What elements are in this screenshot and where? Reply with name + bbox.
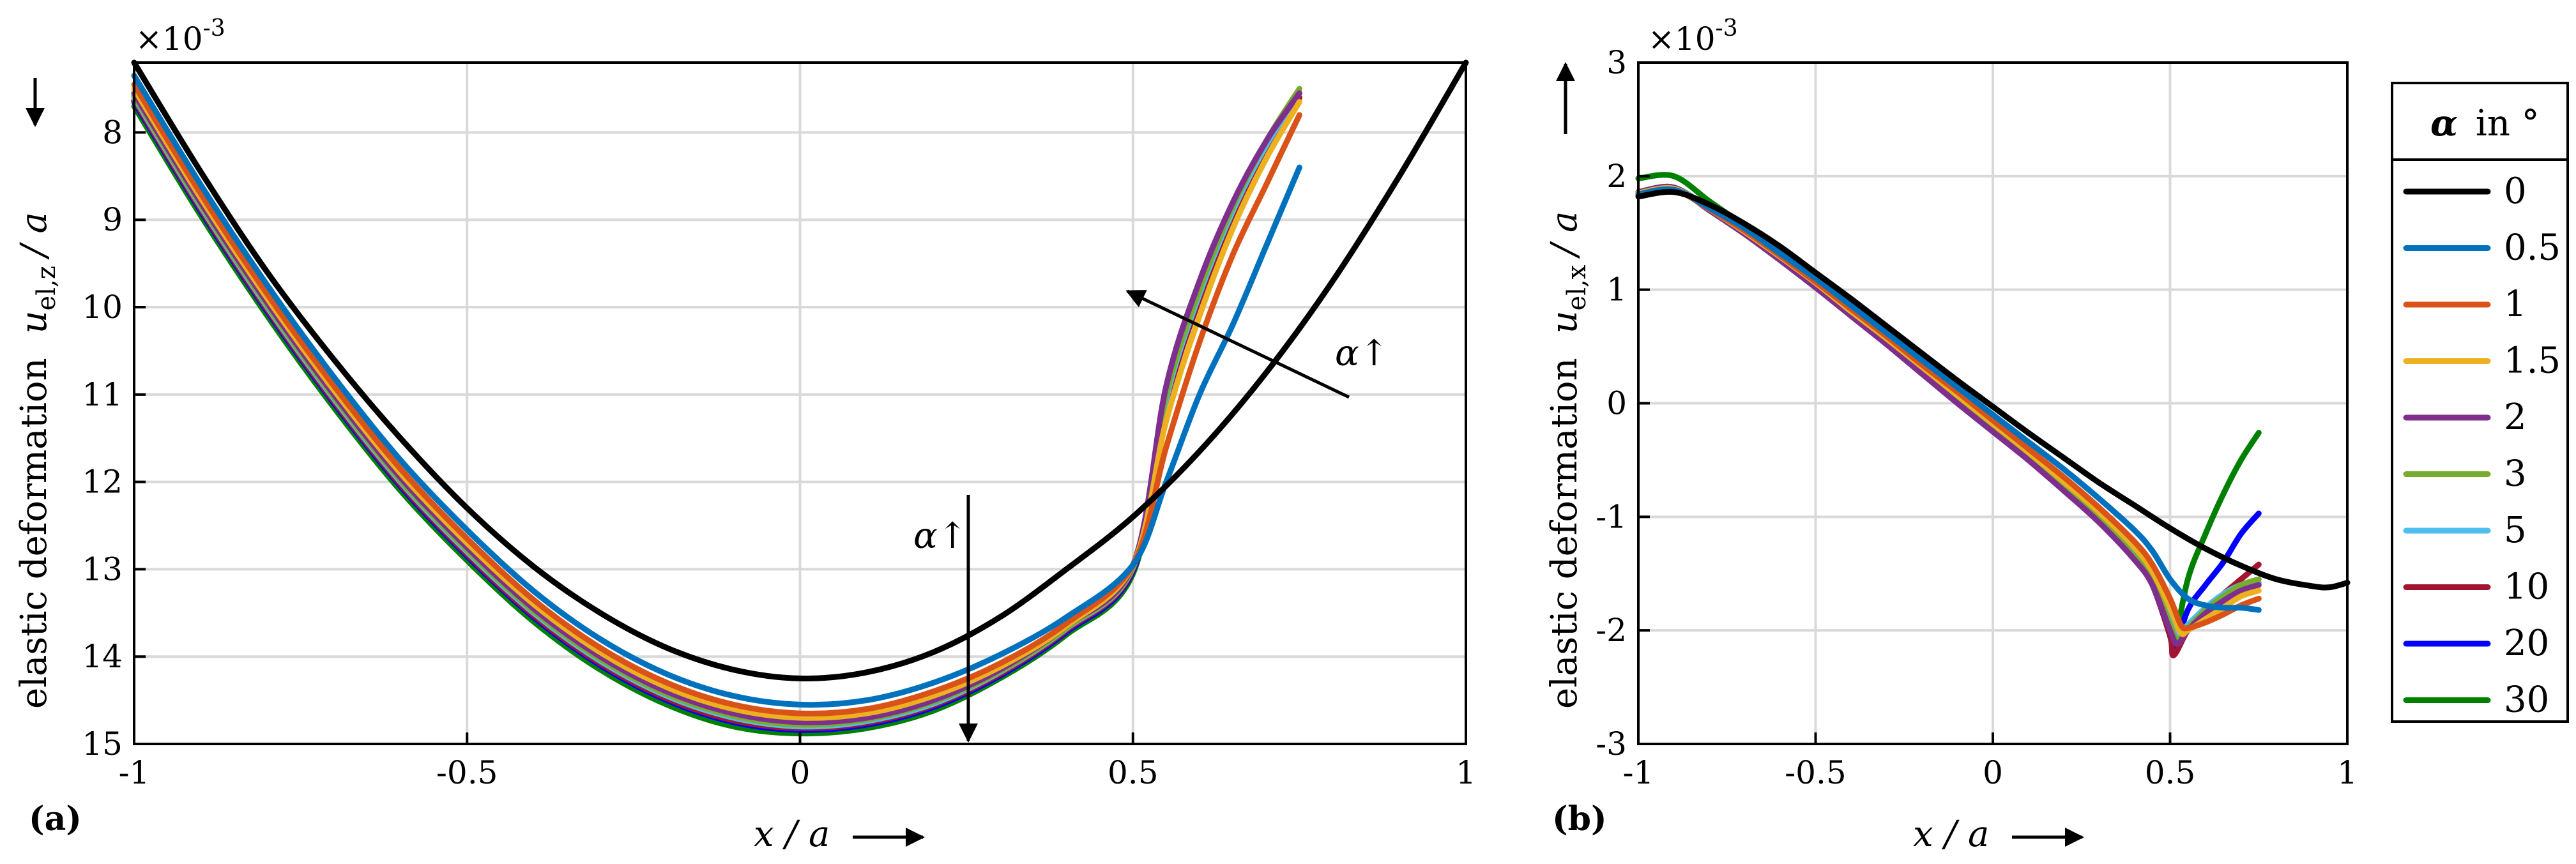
svg-text:elastic deformation ue: elastic deformation uel,x / a	[1544, 211, 1592, 709]
series-line-a-3	[131, 86, 1302, 728]
legend-title-suffix: in °	[2476, 103, 2540, 144]
annotation-arrow-1-a	[1125, 289, 1350, 399]
ticks-b: -1 -0.5 0 0.5 1 -3 -2 -1 0 1 2 3	[1596, 44, 2358, 791]
y-tick-label: 14	[82, 638, 123, 675]
x-tick-label: -1	[119, 754, 150, 791]
y-tick-label: 1	[1606, 271, 1627, 308]
series-line-a-30	[131, 90, 1302, 737]
legend-title-symbol: α	[2430, 102, 2458, 144]
annotation-label-1-a: α↑	[1335, 333, 1389, 374]
y-axis-subscript-b: el,x	[1562, 264, 1592, 310]
x-tick-label: 0	[1983, 754, 2003, 791]
legend-label-1: 1	[2504, 284, 2527, 325]
y-axis-label-text-b: elastic deformation	[1544, 358, 1585, 709]
legend-label-5: 5	[2504, 510, 2527, 551]
legend-label-3: 3	[2504, 453, 2527, 495]
x-tick-label: -0.5	[1785, 754, 1846, 791]
y-axis-label-text-a: elastic deformation	[13, 358, 55, 709]
y-axis-symbol-a: u	[13, 310, 55, 333]
series-line-a-20	[131, 95, 1302, 733]
series-line-a-2	[131, 90, 1302, 725]
x-axis-label-a: x / a	[754, 814, 830, 855]
y-axis-label-a: elastic deformation uel,z / a	[13, 212, 61, 709]
y-tick-label: -3	[1596, 725, 1627, 762]
series-line-b-0	[1635, 188, 2351, 591]
x-tick-label: -0.5	[436, 754, 498, 791]
series-line-b-1	[1635, 186, 2262, 632]
y-tick-label: 13	[82, 550, 123, 587]
series-line-a-1.5	[131, 86, 1302, 721]
y-axis-label-b: elastic deformation uel,x / a	[1544, 211, 1592, 709]
y-tick-label: -2	[1596, 612, 1627, 649]
series-group-a	[131, 59, 1469, 737]
series-line-a-0	[131, 59, 1469, 681]
series-line-a-1	[131, 81, 1302, 716]
series-line-b-0.5	[1635, 186, 2262, 613]
series-line-a-0.5	[131, 73, 1302, 708]
y-tick-label: 9	[102, 201, 123, 238]
x-tick-label: 0.5	[2145, 754, 2196, 791]
exponent-label-b: ×10-3	[1648, 15, 1738, 57]
legend-label-10: 10	[2504, 566, 2549, 608]
legend-label-30: 30	[2504, 679, 2549, 721]
legend-title: α in °	[2430, 102, 2540, 144]
chart-panel-a: -1 -0.5 0 0.5 1 8 9 10 11 12 13 14 15 ×10-3 elastic …	[13, 15, 1476, 855]
x-tick-label: 0	[790, 754, 811, 791]
y-axis-suffix-b: / a	[1544, 211, 1585, 259]
y-tick-label: 0	[1606, 385, 1627, 422]
x-tick-label: 1	[1456, 754, 1476, 791]
legend-entries: 0 0.5 1 1.5 2 3 5 10 20 30	[2403, 171, 2561, 721]
x-tick-label: 1	[2337, 754, 2358, 791]
series-line-a-10	[131, 95, 1302, 731]
series-line-a-5	[131, 90, 1302, 730]
chart-panel-b: -1 -0.5 0 0.5 1 -3 -2 -1 0 1 2 3 ×10-3 elastic defo…	[1544, 15, 2358, 855]
x-tick-label: 0.5	[1108, 754, 1159, 791]
annotation-label-2-a: α↑	[913, 515, 968, 557]
legend-label-0.5: 0.5	[2504, 227, 2561, 269]
ticks-a: -1 -0.5 0 0.5 1 8 9 10 11 12 13 14 15	[82, 114, 1476, 791]
series-group-b	[1635, 172, 2351, 658]
y-axis-subscript-a: el,z	[32, 266, 61, 310]
legend: α in ° 0 0.5 1 1.5 2 3 5 10 20 30	[2391, 82, 2569, 723]
legend-label-2: 2	[2504, 397, 2527, 438]
y-axis-symbol-b: u	[1544, 310, 1585, 333]
panel-label-b: (b)	[1552, 800, 1607, 838]
y-tick-label: 2	[1606, 158, 1627, 195]
panel-label-a: (a)	[29, 800, 82, 838]
y-axis-suffix-a: / a	[13, 212, 55, 260]
legend-label-20: 20	[2504, 623, 2549, 664]
series-line-b-30	[1635, 172, 2262, 652]
y-tick-label: 15	[82, 725, 123, 762]
y-tick-label: 3	[1606, 44, 1627, 81]
y-tick-label: -1	[1596, 498, 1627, 535]
legend-label-1.5: 1.5	[2504, 340, 2561, 382]
y-tick-label: 11	[82, 376, 123, 413]
svg-text:elastic deformation ue: elastic deformation uel,z / a	[13, 212, 61, 709]
y-tick-label: 8	[102, 114, 123, 151]
y-tick-label: 10	[82, 289, 123, 326]
legend-label-0: 0	[2504, 171, 2527, 212]
exponent-label-a: ×10-3	[135, 15, 225, 57]
y-tick-label: 12	[82, 464, 123, 501]
x-axis-label-b: x / a	[1913, 814, 1989, 855]
x-tick-label: -1	[1623, 754, 1654, 791]
